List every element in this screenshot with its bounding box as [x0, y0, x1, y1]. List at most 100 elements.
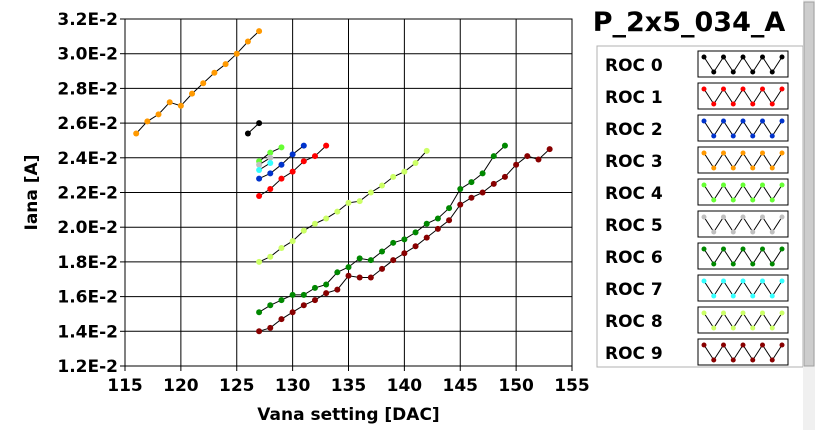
legend-swatch-marker: [701, 86, 707, 92]
data-point: [267, 149, 274, 156]
data-point: [379, 182, 386, 189]
data-point: [356, 274, 363, 281]
data-point: [256, 28, 263, 35]
legend-item: ROC 5: [605, 210, 789, 238]
series-roc-5: [256, 154, 274, 168]
scrollbar-thumb[interactable]: [803, 1, 815, 367]
x-tick-label: 145: [443, 376, 479, 396]
legend-swatch-marker: [779, 182, 785, 188]
legend-item: ROC 8: [605, 306, 789, 334]
data-point: [334, 208, 341, 215]
data-point: [434, 215, 441, 222]
legend-swatch-marker: [750, 325, 756, 331]
x-axis-label: Vana setting [DAC]: [257, 405, 439, 425]
grid: [125, 19, 572, 366]
data-point: [244, 38, 251, 45]
legend-swatch-marker: [779, 118, 785, 124]
legend-swatch-marker: [779, 86, 785, 92]
tick-labels: 115 120 125 130 135 140 145 150 155 1.2E-2 1.4E-2 1…: [57, 10, 589, 396]
data-point: [289, 168, 296, 175]
y-tick-label: 3.0E-2: [57, 45, 118, 65]
data-point: [222, 61, 229, 68]
data-point: [412, 160, 419, 167]
legend-swatch-marker: [760, 246, 765, 252]
data-point: [323, 281, 330, 288]
data-point: [379, 248, 386, 255]
legend-swatch-marker: [721, 54, 726, 60]
legend-swatch-marker: [721, 342, 726, 348]
legend: ROC 0 ROC 1 ROC 2 ROC 3 ROC 4 ROC 5 ROC 6 ROC 7…: [596, 45, 804, 368]
legend-swatch-marker: [760, 150, 765, 156]
legend-swatch-marker: [730, 293, 736, 299]
legend-swatch-marker: [760, 310, 765, 316]
legend-swatch-marker: [760, 342, 765, 348]
legend-label: ROC 6: [605, 248, 663, 268]
legend-swatch-marker: [701, 246, 707, 252]
data-point: [256, 175, 263, 182]
series-roc-8: [256, 147, 430, 265]
data-point: [490, 153, 497, 160]
legend-swatch-marker: [779, 246, 785, 252]
data-point: [501, 142, 508, 149]
legend-swatch-marker: [721, 310, 726, 316]
series-layer: [133, 28, 553, 335]
legend-swatch-marker: [769, 357, 775, 363]
legend-item: ROC 9: [605, 338, 789, 366]
legend-swatch-marker: [730, 165, 736, 171]
series-roc-2: [256, 142, 307, 182]
data-point: [345, 199, 352, 206]
legend-swatch-marker: [701, 54, 707, 60]
scrollbar[interactable]: [803, 0, 815, 430]
legend-swatch-marker: [721, 246, 726, 252]
legend-label: ROC 1: [605, 88, 663, 108]
legend-swatch-marker: [730, 133, 736, 139]
data-point: [256, 161, 263, 168]
data-point: [367, 189, 374, 196]
data-point: [311, 220, 318, 227]
legend-swatch-marker: [750, 101, 756, 107]
data-point: [401, 236, 408, 243]
y-axis-label: Iana [A]: [22, 155, 42, 231]
legend-swatch-marker: [730, 325, 736, 331]
legend-swatch-marker: [760, 118, 765, 124]
legend-swatch-marker: [701, 118, 707, 124]
data-point: [267, 170, 274, 177]
data-point: [256, 309, 263, 316]
data-point: [211, 69, 218, 76]
legend-swatch-marker: [769, 293, 775, 299]
data-point: [535, 156, 542, 163]
data-point: [155, 111, 162, 118]
y-tick-label: 2.4E-2: [57, 149, 118, 169]
data-point: [278, 245, 285, 252]
legend-swatch-marker: [769, 101, 775, 107]
data-point: [300, 302, 307, 309]
data-point: [278, 175, 285, 182]
data-point: [412, 229, 419, 236]
data-point: [311, 284, 318, 291]
legend-swatch-marker: [721, 150, 726, 156]
legend-label: ROC 4: [605, 184, 663, 204]
legend-swatch-marker: [760, 214, 765, 220]
legend-swatch-marker: [750, 69, 756, 75]
data-point: [345, 264, 352, 271]
x-tick-label: 130: [275, 376, 311, 396]
legend-swatch-marker: [701, 310, 707, 316]
legend-swatch-marker: [760, 182, 765, 188]
data-point: [490, 180, 497, 187]
legend-swatch-marker: [721, 118, 726, 124]
legend-swatch-marker: [701, 150, 707, 156]
legend-swatch-marker: [760, 278, 765, 284]
legend-swatch-marker: [750, 293, 756, 299]
legend-swatch-marker: [769, 325, 775, 331]
data-point: [390, 239, 397, 246]
data-point: [457, 186, 464, 193]
legend-swatch-marker: [711, 293, 717, 299]
series-line: [258, 150, 428, 263]
data-point: [300, 291, 307, 298]
legend-swatch-marker: [721, 182, 726, 188]
legend-swatch-marker: [711, 229, 717, 235]
legend-swatch-marker: [711, 357, 717, 363]
data-point: [289, 238, 296, 245]
data-point: [323, 215, 330, 222]
